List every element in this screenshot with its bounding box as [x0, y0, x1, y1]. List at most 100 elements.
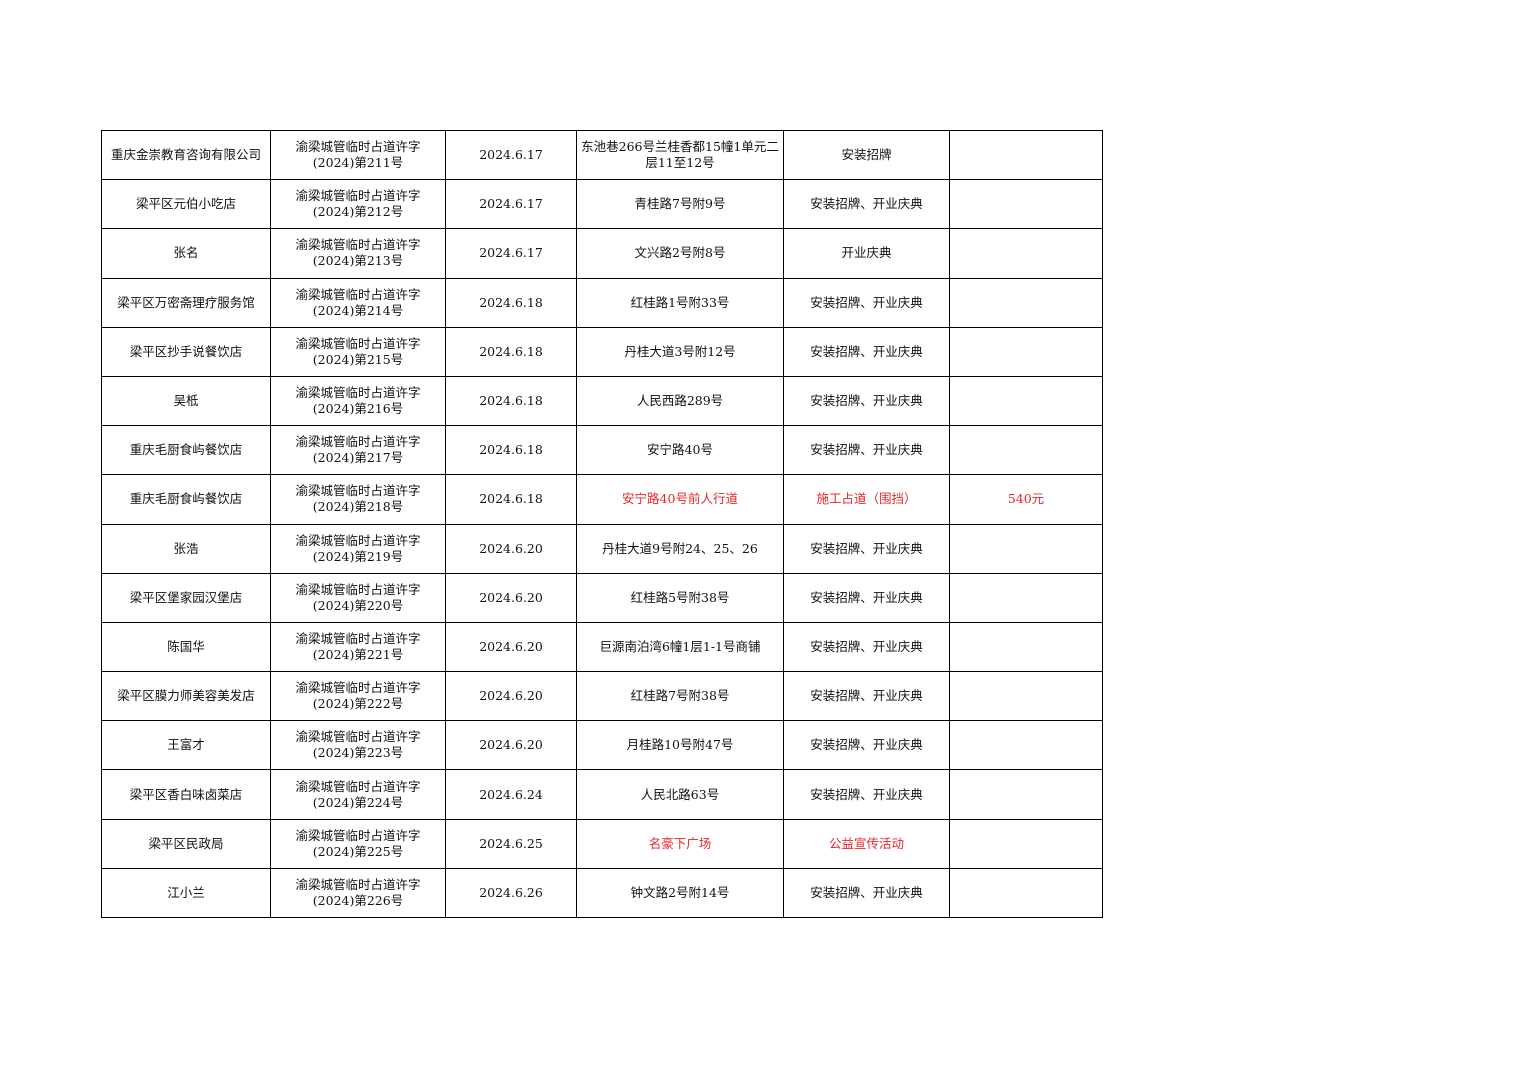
- location-cell: 安宁路40号: [576, 425, 784, 476]
- date-cell: 2024.6.20: [445, 671, 577, 722]
- permit-table: 重庆金崇教育咨询有限公司 渝梁城管临时占道许字 (2024)第211号 2024.6.…: [101, 129, 1103, 919]
- permit-number-text: (2024)第216号: [312, 401, 404, 417]
- permit-number-text: (2024)第218号: [312, 499, 404, 515]
- location-text: 丹桂大道9号附24、25、26: [602, 540, 758, 556]
- fee-cell: [949, 277, 1103, 328]
- permit-number-text: 渝梁城管临时占道许字: [295, 483, 421, 499]
- date-cell: 2024.6.17: [445, 129, 577, 181]
- purpose-text: 施工占道（围挡）: [816, 491, 917, 507]
- permit-number-cell: 渝梁城管临时占道许字 (2024)第217号: [270, 425, 446, 476]
- location-cell: 人民北路63号: [576, 769, 784, 820]
- permit-number-text: (2024)第217号: [312, 450, 404, 466]
- location-text: 丹桂大道3号附12号: [624, 343, 736, 359]
- permit-number-text: 渝梁城管临时占道许字: [295, 385, 421, 401]
- applicant-cell: 梁平区膜力师美容美发店: [101, 671, 271, 722]
- purpose-text: 安装招牌、开业庆典: [810, 442, 923, 458]
- permit-number-cell: 渝梁城管临时占道许字 (2024)第213号: [270, 228, 446, 279]
- permit-number-cell: 渝梁城管临时占道许字 (2024)第224号: [270, 769, 446, 820]
- date-cell: 2024.6.20: [445, 621, 577, 673]
- table-row: 梁平区香白味卤菜店 渝梁城管临时占道许字 (2024)第224号 2024.6.24 人…: [101, 769, 1103, 820]
- date-text: 2024.6.26: [479, 884, 543, 900]
- location-text: 红桂路5号附38号: [630, 589, 730, 605]
- applicant-text: 梁平区抄手说餐饮店: [129, 343, 243, 359]
- applicant-cell: 梁平区民政局: [101, 818, 271, 869]
- applicant-cell: 重庆毛厨食屿餐饮店: [101, 474, 271, 525]
- fee-text: 540元: [1007, 491, 1045, 507]
- purpose-cell: 安装招牌、开业庆典: [783, 523, 950, 574]
- purpose-cell: 施工占道（围挡）: [783, 474, 950, 525]
- fee-cell: [949, 228, 1103, 279]
- location-text: 安宁路40号: [647, 442, 713, 458]
- purpose-text: 安装招牌、开业庆典: [810, 884, 923, 900]
- applicant-text: 王富才: [167, 737, 205, 753]
- location-text: 文兴路2号附8号: [634, 245, 726, 261]
- permit-number-text: 渝梁城管临时占道许字: [295, 188, 421, 204]
- permit-number-cell: 渝梁城管临时占道许字 (2024)第212号: [270, 179, 446, 230]
- location-cell: 文兴路2号附8号: [576, 228, 784, 279]
- permit-number-text: 渝梁城管临时占道许字: [295, 532, 421, 548]
- location-cell: 月桂路10号附47号: [576, 720, 784, 771]
- purpose-text: 安装招牌、开业庆典: [810, 737, 923, 753]
- permit-number-text: 渝梁城管临时占道许字: [295, 139, 421, 155]
- permit-number-cell: 渝梁城管临时占道许字 (2024)第211号: [270, 129, 446, 181]
- table-row: 江小兰 渝梁城管临时占道许字 (2024)第226号 2024.6.26 钟文路2号附1…: [101, 867, 1103, 919]
- applicant-cell: 张浩: [101, 523, 271, 574]
- permit-number-cell: 渝梁城管临时占道许字 (2024)第223号: [270, 720, 446, 771]
- permit-number-text: 渝梁城管临时占道许字: [295, 335, 421, 351]
- location-text: 巨源南泊湾6幢1层1-1号商铺: [599, 638, 761, 654]
- applicant-cell: 吴柢: [101, 375, 271, 427]
- date-cell: 2024.6.17: [445, 179, 577, 230]
- permit-number-text: (2024)第212号: [312, 204, 404, 220]
- purpose-cell: 安装招牌、开业庆典: [783, 326, 950, 377]
- permit-number-text: (2024)第219号: [312, 548, 404, 564]
- table-row: 张名 渝梁城管临时占道许字 (2024)第213号 2024.6.17 文兴路2号附8号…: [101, 228, 1103, 279]
- permit-number-text: (2024)第215号: [312, 351, 404, 367]
- location-cell: 巨源南泊湾6幢1层1-1号商铺: [576, 621, 784, 673]
- permit-number-text: (2024)第211号: [312, 155, 404, 171]
- permit-number-text: (2024)第221号: [312, 646, 404, 662]
- location-cell: 红桂路7号附38号: [576, 671, 784, 722]
- permit-number-text: 渝梁城管临时占道许字: [295, 729, 421, 745]
- applicant-cell: 梁平区香白味卤菜店: [101, 769, 271, 820]
- fee-cell: [949, 720, 1103, 771]
- date-cell: 2024.6.18: [445, 375, 577, 427]
- permit-number-text: 渝梁城管临时占道许字: [295, 434, 421, 450]
- applicant-text: 重庆毛厨食屿餐饮店: [129, 491, 243, 507]
- permit-number-text: 渝梁城管临时占道许字: [295, 237, 421, 253]
- permit-number-text: (2024)第223号: [312, 745, 404, 761]
- permit-number-text: 渝梁城管临时占道许字: [295, 581, 421, 597]
- date-text: 2024.6.17: [479, 245, 543, 261]
- applicant-cell: 陈国华: [101, 621, 271, 673]
- location-text: 人民西路289号: [636, 393, 724, 409]
- purpose-text: 安装招牌、开业庆典: [810, 343, 923, 359]
- permit-number-text: (2024)第224号: [312, 794, 404, 810]
- table-row: 吴柢 渝梁城管临时占道许字 (2024)第216号 2024.6.18 人民西路289号…: [101, 375, 1103, 427]
- date-cell: 2024.6.24: [445, 769, 577, 820]
- permit-number-cell: 渝梁城管临时占道许字 (2024)第226号: [270, 867, 446, 919]
- purpose-cell: 开业庆典: [783, 228, 950, 279]
- table-row: 梁平区万密斋理疗服务馆 渝梁城管临时占道许字 (2024)第214号 2024.6.1…: [101, 277, 1103, 328]
- table-row: 梁平区抄手说餐饮店 渝梁城管临时占道许字 (2024)第215号 2024.6.18 丹…: [101, 326, 1103, 377]
- table-row: 重庆毛厨食屿餐饮店 渝梁城管临时占道许字 (2024)第217号 2024.6.18 安…: [101, 425, 1103, 476]
- date-cell: 2024.6.20: [445, 523, 577, 574]
- purpose-text: 安装招牌: [841, 147, 892, 163]
- location-cell: 青桂路7号附9号: [576, 179, 784, 230]
- fee-cell: [949, 572, 1103, 623]
- permit-number-text: 渝梁城管临时占道许字: [295, 876, 421, 892]
- purpose-text: 安装招牌、开业庆典: [810, 589, 923, 605]
- date-text: 2024.6.18: [479, 343, 543, 359]
- table-row: 重庆毛厨食屿餐饮店 渝梁城管临时占道许字 (2024)第218号 2024.6.18 安…: [101, 474, 1103, 525]
- date-cell: 2024.6.20: [445, 572, 577, 623]
- applicant-text: 梁平区民政局: [148, 835, 224, 851]
- date-text: 2024.6.17: [479, 147, 543, 163]
- applicant-text: 张浩: [173, 540, 199, 556]
- fee-cell: [949, 179, 1103, 230]
- date-cell: 2024.6.20: [445, 720, 577, 771]
- date-text: 2024.6.18: [479, 442, 543, 458]
- table-row: 陈国华 渝梁城管临时占道许字 (2024)第221号 2024.6.20 巨源南泊湾6幢…: [101, 621, 1103, 673]
- date-text: 2024.6.20: [479, 638, 543, 654]
- date-text: 2024.6.25: [479, 835, 543, 851]
- date-cell: 2024.6.26: [445, 867, 577, 919]
- date-text: 2024.6.18: [479, 491, 543, 507]
- applicant-cell: 梁平区元伯小吃店: [101, 179, 271, 230]
